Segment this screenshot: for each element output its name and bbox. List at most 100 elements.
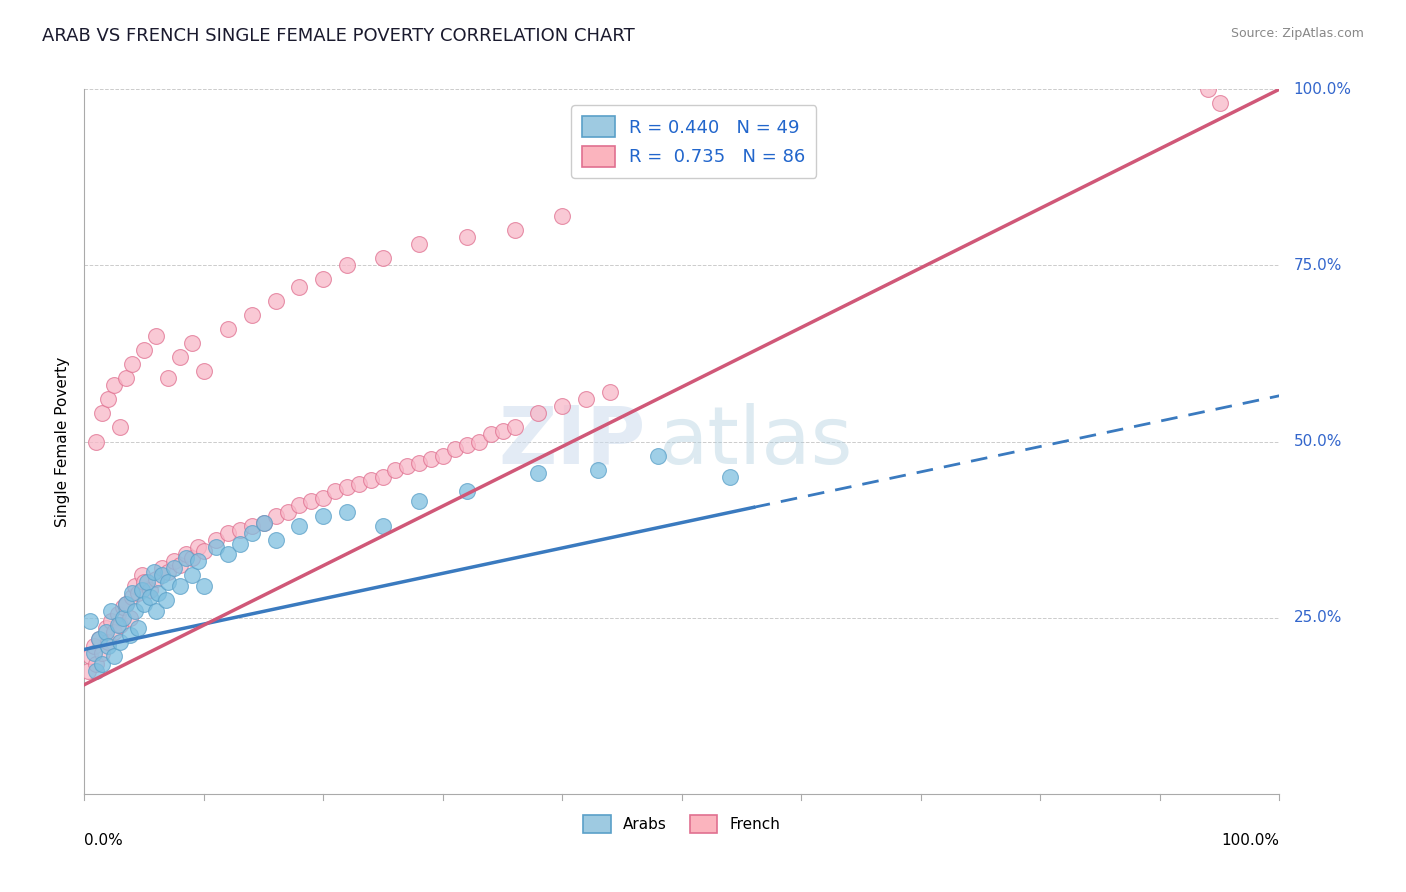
Point <box>325 483 347 498</box>
Point <box>373 519 395 533</box>
Point <box>163 554 186 568</box>
Point <box>420 452 443 467</box>
Point <box>111 600 134 615</box>
Point <box>588 463 610 477</box>
Text: Source: ZipAtlas.com: Source: ZipAtlas.com <box>1230 27 1364 40</box>
Point <box>87 632 110 646</box>
Point <box>373 469 395 483</box>
Point <box>145 328 167 343</box>
Point <box>1197 82 1219 96</box>
Point <box>79 649 101 664</box>
Point <box>115 371 138 385</box>
Point <box>349 476 371 491</box>
Point <box>111 610 134 624</box>
Point <box>142 565 165 579</box>
Point <box>100 604 122 618</box>
Point <box>288 279 311 293</box>
Point <box>77 664 100 678</box>
Point <box>174 550 197 565</box>
Text: 75.0%: 75.0% <box>1294 258 1343 273</box>
Point <box>97 635 120 649</box>
Point <box>86 434 108 449</box>
Point <box>432 449 454 463</box>
Text: atlas: atlas <box>658 402 852 481</box>
Point <box>132 597 156 611</box>
Point <box>110 420 132 434</box>
Point <box>145 604 167 618</box>
Point <box>91 406 114 420</box>
Point <box>647 449 669 463</box>
Point <box>551 399 574 413</box>
Text: 100.0%: 100.0% <box>1222 832 1279 847</box>
Point <box>83 646 105 660</box>
Point <box>118 610 141 624</box>
Point <box>240 519 263 533</box>
Point <box>468 434 491 449</box>
Text: ARAB VS FRENCH SINGLE FEMALE POVERTY CORRELATION CHART: ARAB VS FRENCH SINGLE FEMALE POVERTY COR… <box>42 27 636 45</box>
Point <box>492 424 515 438</box>
Point <box>103 649 125 664</box>
Point <box>336 259 359 273</box>
Point <box>169 558 191 572</box>
Point <box>86 657 108 671</box>
Point <box>264 533 287 548</box>
Point <box>408 494 430 508</box>
Point <box>121 357 143 371</box>
Point <box>217 322 239 336</box>
Point <box>503 420 526 434</box>
Point <box>527 467 550 481</box>
Point <box>118 628 141 642</box>
Text: 100.0%: 100.0% <box>1294 82 1351 96</box>
Point <box>503 223 526 237</box>
Point <box>174 547 197 561</box>
Point <box>97 639 120 653</box>
Point <box>456 483 478 498</box>
Point <box>264 508 287 523</box>
Point <box>193 364 215 378</box>
Point <box>115 597 138 611</box>
Point <box>1209 96 1232 111</box>
Point <box>110 617 132 632</box>
Point <box>181 335 204 350</box>
Point <box>132 343 156 357</box>
Point <box>187 541 209 555</box>
Text: 0.0%: 0.0% <box>84 832 124 847</box>
Point <box>91 646 114 660</box>
Point <box>110 635 132 649</box>
Point <box>229 523 252 537</box>
Point <box>121 586 143 600</box>
Point <box>87 632 110 646</box>
Point <box>94 621 117 635</box>
Point <box>264 293 287 308</box>
Point <box>124 604 146 618</box>
Point <box>115 597 138 611</box>
Legend: Arabs, French: Arabs, French <box>578 809 786 839</box>
Point <box>157 565 180 579</box>
Point <box>157 575 180 590</box>
Point <box>103 624 125 639</box>
Point <box>312 272 335 286</box>
Point <box>107 607 129 622</box>
Point <box>127 586 149 600</box>
Point <box>169 579 191 593</box>
Point <box>148 586 170 600</box>
Point <box>718 469 741 483</box>
Point <box>599 385 621 400</box>
Point <box>169 350 191 364</box>
Point <box>408 456 430 470</box>
Point <box>229 537 252 551</box>
Point <box>131 568 153 582</box>
Point <box>121 590 143 604</box>
Point <box>150 561 173 575</box>
Point <box>86 664 108 678</box>
Point <box>408 237 430 252</box>
Point <box>103 378 125 392</box>
Point <box>456 438 478 452</box>
Point <box>124 579 146 593</box>
Point <box>150 568 173 582</box>
Point <box>456 230 478 244</box>
Point <box>336 480 359 494</box>
Point <box>145 572 167 586</box>
Point <box>100 614 122 628</box>
Point <box>301 494 323 508</box>
